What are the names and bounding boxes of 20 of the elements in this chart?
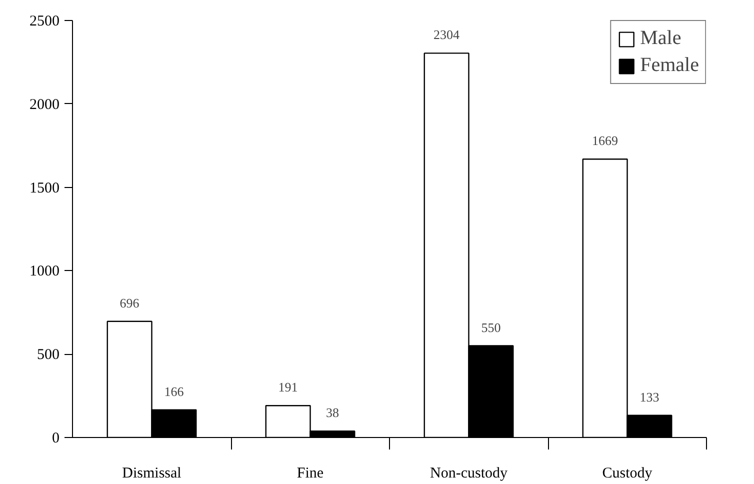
x-tick-label: Non-custody [430, 466, 508, 482]
data-label: 133 [640, 389, 660, 404]
data-label: 166 [164, 384, 184, 399]
data-label: 696 [120, 295, 140, 310]
y-tick-label: 1000 [30, 264, 60, 280]
x-tick-label: Custody [602, 466, 653, 482]
x-tick-label: Fine [296, 466, 324, 482]
y-tick-label: 2000 [30, 96, 60, 113]
data-label: 1669 [592, 133, 618, 148]
y-tick-label: 1500 [30, 180, 60, 196]
data-label: 2304 [434, 27, 460, 42]
data-label: 38 [326, 405, 339, 420]
legend-label: Female [640, 54, 699, 77]
y-tick-label: 0 [52, 430, 60, 446]
y-tick-label: 2500 [30, 14, 60, 30]
data-label: 191 [278, 380, 298, 395]
data-label: 550 [481, 320, 501, 335]
y-tick-label: 500 [37, 347, 60, 364]
legend-label: Male [640, 27, 682, 50]
x-tick-label: Dismissal [122, 466, 182, 482]
